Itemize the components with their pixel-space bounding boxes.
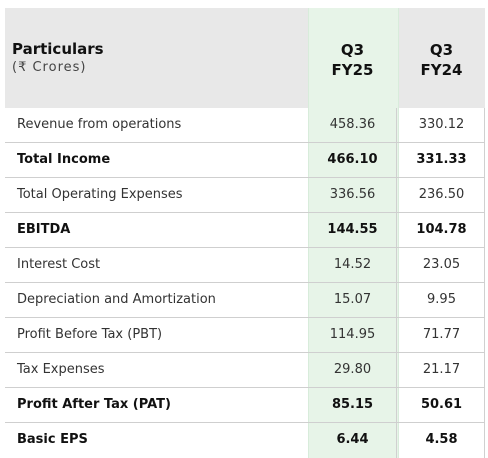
- row-value-q3fy25: 466.10: [327, 152, 378, 167]
- row-value-q3fy25: 85.15: [331, 397, 374, 412]
- row-value-q3fy24: 104.78: [416, 222, 467, 237]
- row-label: Tax Expenses: [17, 362, 105, 377]
- table-row: Revenue from operations 458.36 330.12: [5, 108, 485, 143]
- table-row: Interest Cost 14.52 23.05: [5, 248, 485, 283]
- row-value-q3fy24: 21.17: [422, 362, 461, 377]
- header-subtitle: (₹ Crores): [12, 60, 87, 75]
- row-value-q3fy24: 71.77: [422, 327, 461, 342]
- table-header: [5, 8, 485, 108]
- row-value-q3fy25: 15.07: [333, 292, 372, 307]
- column-header-q3fy25: Q3 FY25: [308, 40, 397, 80]
- row-label: Total Income: [17, 152, 111, 167]
- table-row: EBITDA 144.55 104.78: [5, 213, 485, 248]
- row-value-q3fy24: 331.33: [416, 152, 467, 167]
- row-label: Profit After Tax (PAT): [17, 397, 171, 412]
- table-row: Profit Before Tax (PBT) 114.95 71.77: [5, 318, 485, 353]
- row-value-q3fy25: 336.56: [329, 187, 376, 202]
- row-value-q3fy25: 114.95: [329, 327, 376, 342]
- row-label: Total Operating Expenses: [17, 187, 183, 202]
- row-label: Basic EPS: [17, 432, 88, 447]
- column-divider: [484, 108, 485, 458]
- table-row: Total Income 466.10 331.33: [5, 143, 485, 178]
- table-row: Profit After Tax (PAT) 85.15 50.61: [5, 388, 485, 423]
- column-divider: [396, 108, 397, 458]
- table-row: Tax Expenses 29.80 21.17: [5, 353, 485, 388]
- row-label: Profit Before Tax (PBT): [17, 327, 163, 342]
- row-value-q3fy24: 236.50: [418, 187, 465, 202]
- table-row: Depreciation and Amortization 15.07 9.95: [5, 283, 485, 318]
- row-value-q3fy24: 23.05: [422, 257, 461, 272]
- column-header-q3fy24-line1: Q3: [429, 41, 454, 59]
- column-header-q3fy24: Q3 FY24: [397, 40, 486, 80]
- row-value-q3fy25: 144.55: [327, 222, 378, 237]
- table-row: Basic EPS 6.44 4.58: [5, 423, 485, 457]
- column-header-q3fy25-line2: FY25: [331, 61, 374, 79]
- row-label: Revenue from operations: [17, 117, 182, 132]
- table-row: Total Operating Expenses 336.56 236.50: [5, 178, 485, 213]
- q3fy25-column-highlight: [308, 8, 399, 458]
- column-header-q3fy24-line2: FY24: [420, 61, 463, 79]
- row-value-q3fy24: 330.12: [418, 117, 465, 132]
- row-value-q3fy25: 14.52: [333, 257, 372, 272]
- row-value-q3fy24: 50.61: [420, 397, 463, 412]
- row-value-q3fy24: 9.95: [427, 292, 456, 307]
- row-label: Interest Cost: [17, 257, 101, 272]
- row-label: Depreciation and Amortization: [17, 292, 216, 307]
- row-value-q3fy24: 4.58: [425, 432, 458, 447]
- header-title: Particulars: [12, 40, 104, 58]
- row-label: EBITDA: [17, 222, 71, 237]
- column-header-q3fy25-line1: Q3: [340, 41, 365, 59]
- row-value-q3fy25: 458.36: [329, 117, 376, 132]
- row-value-q3fy25: 29.80: [333, 362, 372, 377]
- row-value-q3fy25: 6.44: [336, 432, 369, 447]
